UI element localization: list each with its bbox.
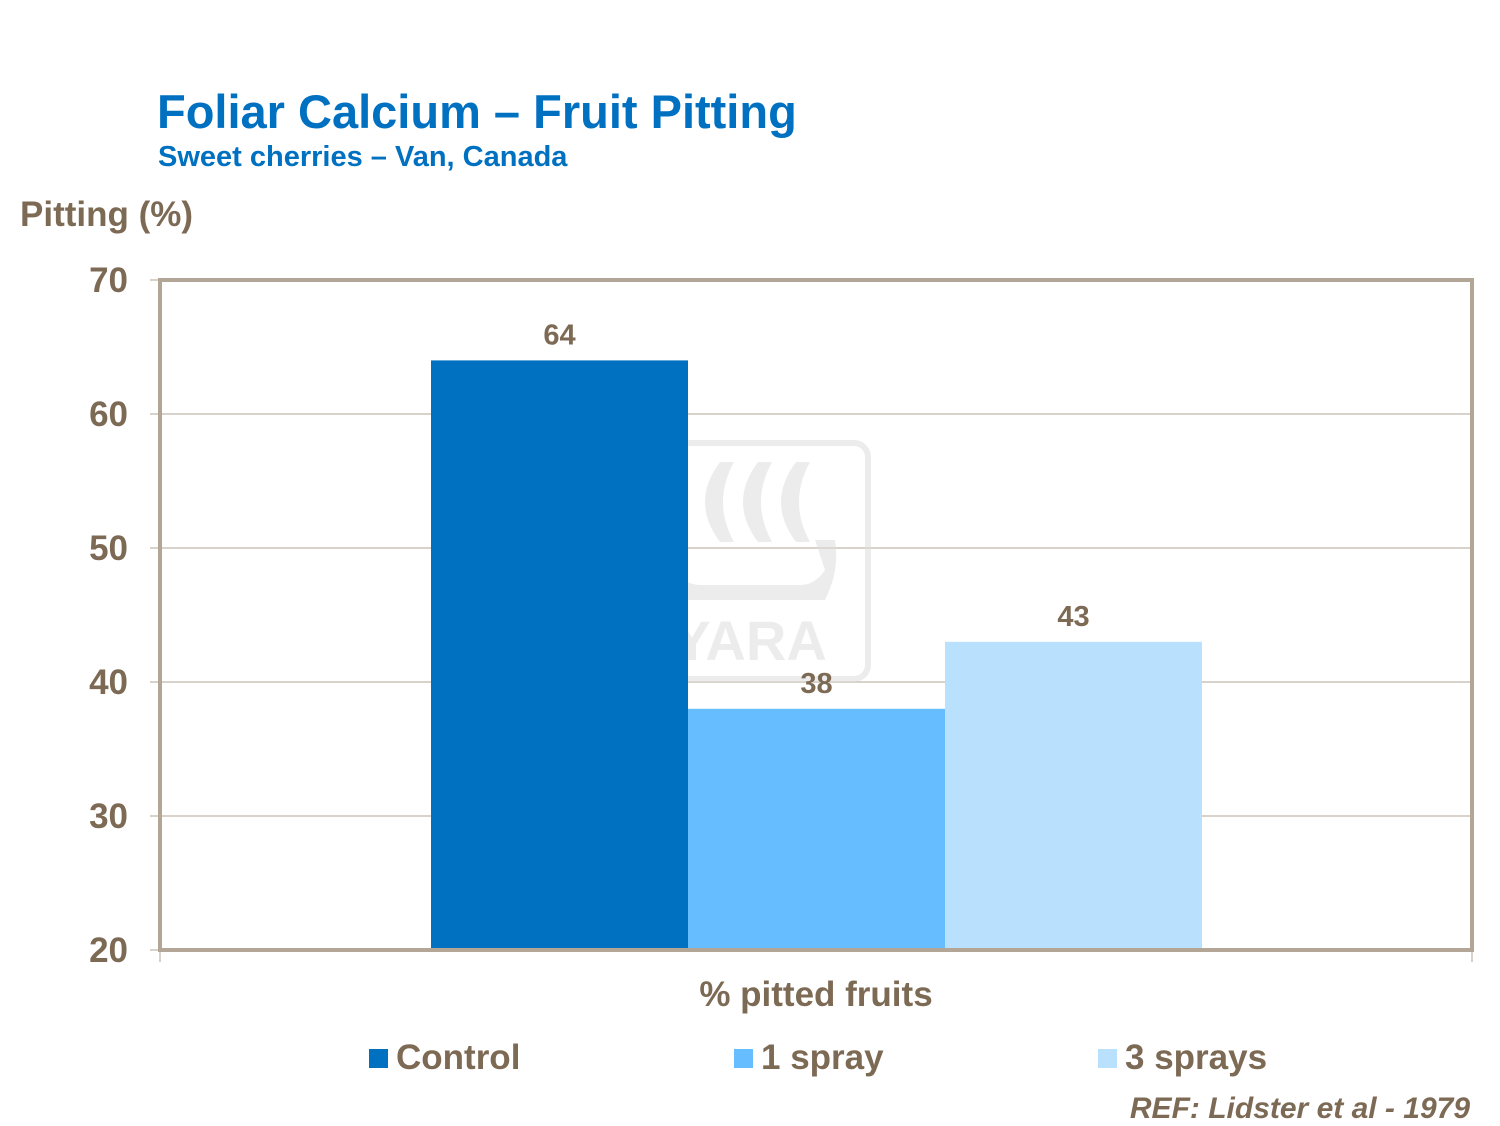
data-label: 64 [543, 319, 575, 351]
reference-note: REF: Lidster et al - 1979 [1129, 1092, 1470, 1125]
chart-title: Foliar Calcium – Fruit Pitting [157, 85, 797, 138]
data-label: 38 [800, 668, 832, 700]
data-label: 43 [1057, 601, 1089, 633]
y-tick-label: 50 [89, 529, 128, 568]
y-tick-label: 30 [89, 797, 128, 836]
legend-label: 1 spray [761, 1038, 884, 1077]
legend-swatch [1098, 1048, 1117, 1068]
legend-item-1-spray: 1 spray [734, 1038, 884, 1078]
legend-item-control: Control [369, 1038, 520, 1078]
legend-swatch [734, 1048, 753, 1068]
legend-label: 3 sprays [1125, 1038, 1268, 1077]
y-tick-label: 20 [89, 931, 128, 970]
bar-control [431, 360, 688, 950]
svg-text:YARA: YARA [673, 609, 827, 672]
legend-item-3-sprays: 3 sprays [1098, 1038, 1267, 1078]
y-tick-label: 70 [89, 261, 128, 300]
y-tick-label: 40 [89, 663, 128, 702]
legend-swatch [369, 1048, 388, 1068]
y-axis-label: Pitting (%) [20, 195, 194, 234]
y-tick-label: 60 [89, 395, 128, 434]
chart-subtitle: Sweet cherries – Van, Canada [158, 141, 568, 173]
bar-1-spray [688, 708, 945, 950]
legend-label: Control [396, 1038, 521, 1077]
x-axis-label: % pitted fruits [699, 975, 933, 1014]
bar-3-sprays [945, 641, 1202, 950]
